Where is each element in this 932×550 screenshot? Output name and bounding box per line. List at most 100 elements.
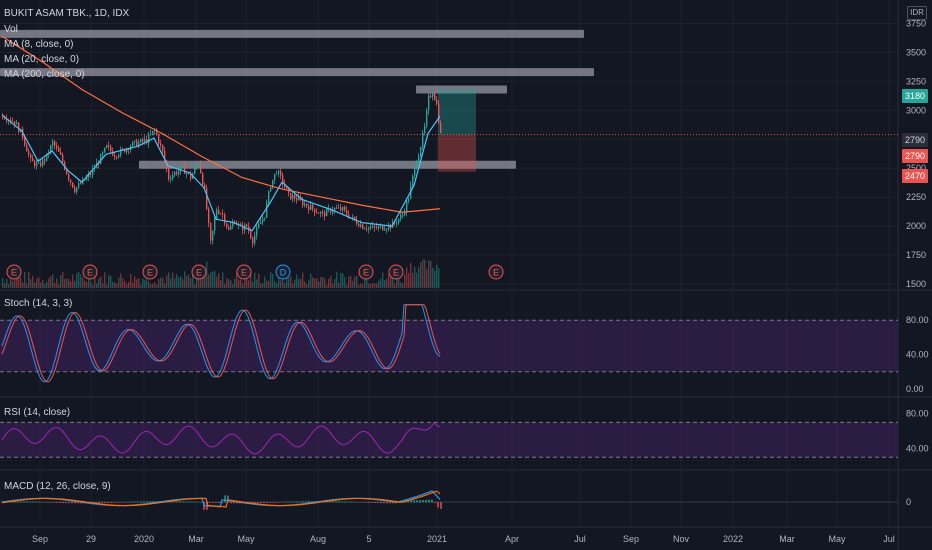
candle-body — [40, 162, 42, 166]
time-tick-10: Sep — [623, 534, 639, 544]
macd-hist — [233, 502, 235, 504]
candle-body — [218, 209, 220, 214]
candle-body — [270, 187, 272, 192]
candle-body — [366, 228, 368, 230]
macd-hist — [14, 501, 16, 503]
volume-bar — [260, 283, 262, 288]
stoch-band — [0, 320, 898, 372]
volume-bar — [258, 273, 260, 288]
long-position-tool[interactable] — [0, 89, 898, 172]
candle-body — [30, 154, 32, 159]
volume-bar — [34, 282, 36, 288]
candle-body — [230, 226, 232, 230]
candle-body — [298, 197, 300, 201]
time-axis[interactable]: Sep 29 2020 Mar May Aug 5 2021 Apr Jul Sep Nov 2022 M… — [32, 534, 895, 544]
volume-bar — [388, 274, 390, 288]
candle-body — [372, 226, 374, 228]
candle-body — [330, 208, 332, 213]
candle-body — [2, 114, 4, 118]
macd-hist — [356, 501, 358, 503]
candle-body — [416, 163, 418, 167]
macd-hist — [332, 501, 334, 503]
volume-bar — [150, 283, 152, 288]
volume-bar — [286, 273, 288, 288]
candle-body — [296, 198, 298, 201]
candle-body — [156, 129, 158, 136]
volume-bar — [284, 283, 286, 288]
candle-body — [312, 204, 314, 209]
volume-bar — [378, 280, 380, 288]
price-tick-3000: 3000 — [906, 105, 926, 115]
time-tick-0: Sep — [32, 534, 48, 544]
candle-body — [348, 214, 350, 218]
volume-bar — [106, 284, 108, 288]
candle-body — [56, 145, 58, 148]
volume-bar — [140, 284, 142, 288]
volume-bar — [100, 276, 102, 288]
macd-hist — [407, 500, 409, 503]
macd-hist — [59, 502, 61, 503]
volume-bar — [110, 275, 112, 288]
macd-hist — [422, 499, 424, 503]
candle-body — [74, 187, 76, 192]
volume-bar — [210, 272, 212, 288]
stop-box — [438, 134, 476, 172]
volume-bar — [250, 274, 252, 288]
volume-bar — [166, 275, 168, 288]
candle-body — [228, 227, 230, 230]
volume-bar — [26, 283, 28, 288]
candle-body — [160, 143, 162, 146]
candle-body — [418, 155, 420, 164]
macd-hist — [230, 502, 232, 504]
marker-label-1: E — [87, 268, 93, 278]
marker-label-6: E — [363, 268, 369, 278]
candle-body — [216, 209, 218, 220]
stoch-title: Stoch (14, 3, 3) — [4, 298, 73, 309]
macd-hist — [200, 501, 202, 503]
candle-body — [310, 204, 312, 210]
time-tick-6: 5 — [366, 534, 371, 544]
volume-bar — [40, 282, 42, 288]
volume-bar — [404, 274, 406, 288]
volume-bar — [298, 278, 300, 288]
candle-body — [306, 203, 308, 207]
volume-bar — [102, 283, 104, 288]
ma200-legend: MA (200, close, 0) — [4, 69, 85, 80]
volume-bar — [114, 282, 116, 288]
volume-bar — [240, 279, 242, 288]
marker-circle-8 — [488, 264, 504, 280]
horizontal-zones[interactable] — [0, 29, 594, 169]
volume-bar — [338, 282, 340, 288]
candle-body — [398, 218, 400, 223]
time-tick-12: 2022 — [723, 534, 743, 544]
volume-bar — [244, 273, 246, 288]
macd-hist — [107, 502, 109, 504]
macd-hist — [308, 501, 310, 503]
volume-bar — [280, 280, 282, 288]
volume-bar — [294, 279, 296, 288]
macd-hist — [263, 502, 265, 504]
volume-bar — [426, 268, 428, 288]
candle-body — [274, 173, 276, 180]
macd-hist — [371, 502, 373, 503]
macd-hist — [287, 501, 289, 503]
volume-bar — [316, 278, 318, 288]
rsi-title: RSI (14, close) — [4, 407, 71, 418]
volume-bar — [90, 281, 92, 288]
candle-body — [406, 200, 408, 213]
candle-body — [182, 164, 184, 167]
candle-body — [412, 175, 414, 186]
macd-hist — [359, 502, 361, 503]
volume-bar — [158, 278, 160, 288]
ma8-legend: MA (8, close, 0) — [4, 39, 74, 50]
volume-bar — [76, 272, 78, 288]
macd-hist — [257, 502, 259, 504]
macd-hist — [251, 502, 253, 504]
volume-bar — [282, 277, 284, 288]
currency-badge[interactable]: IDR — [907, 6, 927, 20]
volume-bar — [414, 266, 416, 288]
price-tick-2250: 2250 — [906, 192, 926, 202]
volume-bar — [428, 260, 430, 288]
